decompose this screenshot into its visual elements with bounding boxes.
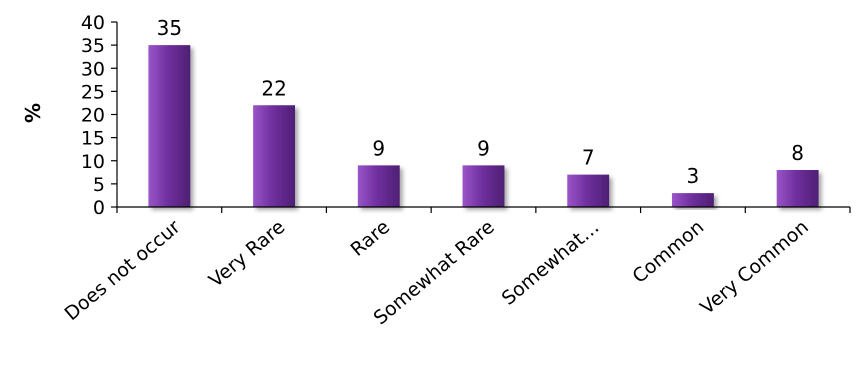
y-tick-label: 30 (81, 58, 105, 80)
y-tick-label: 25 (81, 81, 105, 103)
bar-2 (357, 165, 400, 207)
y-tick-label: 5 (93, 174, 105, 196)
y-tick-label: 20 (81, 105, 105, 127)
category-label-0: Does not occur (61, 216, 185, 325)
data-label-6: 8 (791, 141, 804, 165)
data-labels: 35 22 9 9 7 3 8 (157, 16, 804, 188)
data-label-1: 22 (261, 76, 286, 100)
category-label-1: Very Rare (205, 216, 289, 292)
data-label-2: 9 (372, 136, 385, 160)
data-label-3: 9 (477, 136, 490, 160)
bar-5 (671, 193, 714, 207)
y-tick-label: 40 (81, 12, 105, 34)
bar-0 (148, 45, 191, 207)
y-tick-label: 0 (93, 197, 105, 219)
bar-3 (462, 165, 505, 207)
y-tick-label: 15 (81, 128, 105, 150)
category-label-4: Somewhat… (498, 216, 604, 310)
data-label-0: 35 (157, 16, 182, 40)
data-label-5: 3 (687, 164, 700, 188)
category-label-2: Rare (347, 216, 394, 261)
bar-4 (567, 174, 610, 207)
bars (148, 45, 819, 207)
category-label-6: Very Common (696, 216, 813, 319)
y-axis-title: % (21, 103, 45, 123)
data-label-4: 7 (582, 146, 595, 170)
y-tick-label: 35 (81, 35, 105, 57)
bar-1 (253, 105, 296, 207)
y-tick-label: 10 (81, 151, 105, 173)
bar-6 (776, 170, 819, 207)
category-label-5: Common (628, 216, 708, 288)
